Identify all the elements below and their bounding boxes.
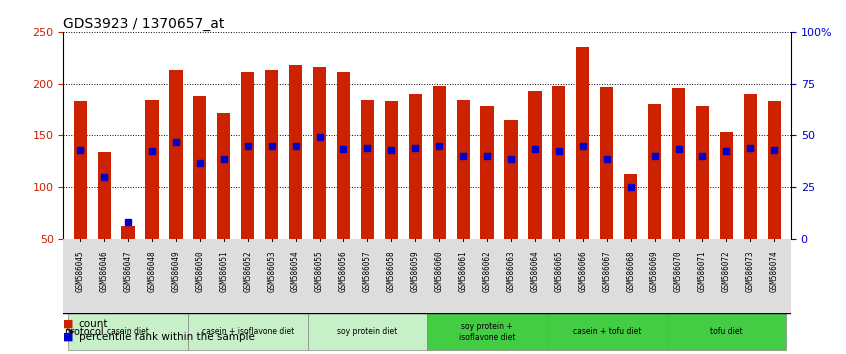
Text: count: count	[79, 319, 108, 329]
Bar	[624, 173, 637, 239]
Bar	[289, 65, 302, 239]
Bar	[97, 152, 111, 239]
Text: GSM586061: GSM586061	[459, 250, 468, 292]
Bar	[600, 87, 613, 239]
Text: GSM586056: GSM586056	[339, 250, 348, 292]
Text: GSM586067: GSM586067	[602, 250, 611, 292]
Text: ■: ■	[63, 332, 74, 342]
Text: soy protein +
isoflavone diet: soy protein + isoflavone diet	[459, 322, 515, 342]
Text: GSM586070: GSM586070	[674, 250, 683, 292]
Text: GSM586055: GSM586055	[315, 250, 324, 292]
Bar	[385, 101, 398, 239]
Text: GSM586072: GSM586072	[722, 250, 731, 292]
Text: ■: ■	[63, 319, 74, 329]
Text: percentile rank within the sample: percentile rank within the sample	[79, 332, 255, 342]
Text: GSM586047: GSM586047	[124, 250, 133, 292]
Bar	[193, 96, 206, 239]
Text: GSM586050: GSM586050	[195, 250, 205, 292]
Bar	[504, 120, 518, 239]
Bar	[313, 67, 326, 239]
Text: casein + tofu diet: casein + tofu diet	[573, 327, 641, 336]
Bar	[217, 113, 230, 239]
Bar	[360, 100, 374, 239]
Text: GSM586059: GSM586059	[411, 250, 420, 292]
Bar	[648, 104, 662, 239]
Text: GSM586053: GSM586053	[267, 250, 276, 292]
Text: GSM586054: GSM586054	[291, 250, 300, 292]
Text: GSM586064: GSM586064	[530, 250, 540, 292]
Bar	[667, 313, 786, 350]
Text: GSM586066: GSM586066	[579, 250, 587, 292]
Bar	[308, 313, 427, 350]
Text: GDS3923 / 1370657_at: GDS3923 / 1370657_at	[63, 17, 225, 31]
Text: GSM586071: GSM586071	[698, 250, 707, 292]
Bar	[672, 88, 685, 239]
Bar	[552, 86, 565, 239]
Text: GSM586074: GSM586074	[770, 250, 779, 292]
Bar	[241, 72, 255, 239]
Bar	[409, 94, 422, 239]
Bar	[69, 313, 188, 350]
Text: GSM586051: GSM586051	[219, 250, 228, 292]
Bar	[74, 101, 87, 239]
Bar	[337, 72, 350, 239]
Text: casein diet: casein diet	[107, 327, 149, 336]
Text: GSM586073: GSM586073	[746, 250, 755, 292]
Text: GSM586045: GSM586045	[75, 250, 85, 292]
Bar	[169, 70, 183, 239]
Bar	[457, 100, 470, 239]
Bar	[720, 132, 733, 239]
Text: GSM586065: GSM586065	[554, 250, 563, 292]
Bar	[547, 313, 667, 350]
Text: GSM586057: GSM586057	[363, 250, 372, 292]
Text: GSM586069: GSM586069	[650, 250, 659, 292]
Text: GSM586058: GSM586058	[387, 250, 396, 292]
Bar	[481, 106, 494, 239]
Bar	[767, 101, 781, 239]
Bar	[427, 313, 547, 350]
Text: GSM586063: GSM586063	[507, 250, 515, 292]
Text: casein + isoflavone diet: casein + isoflavone diet	[201, 327, 294, 336]
Text: GSM586062: GSM586062	[482, 250, 492, 292]
Text: soy protein diet: soy protein diet	[338, 327, 398, 336]
Text: GSM586046: GSM586046	[100, 250, 108, 292]
Text: GSM586052: GSM586052	[244, 250, 252, 292]
Text: GSM586068: GSM586068	[626, 250, 635, 292]
Bar	[432, 86, 446, 239]
Bar	[696, 106, 709, 239]
Text: GSM586049: GSM586049	[172, 250, 180, 292]
Bar	[576, 47, 590, 239]
Text: tofu diet: tofu diet	[710, 327, 743, 336]
Bar	[146, 100, 158, 239]
Bar	[744, 94, 757, 239]
Bar	[122, 226, 135, 239]
Bar	[188, 313, 308, 350]
Bar	[529, 91, 541, 239]
Text: GSM586060: GSM586060	[435, 250, 443, 292]
Text: GSM586048: GSM586048	[147, 250, 157, 292]
Text: protocol: protocol	[63, 327, 103, 337]
Bar	[265, 70, 278, 239]
